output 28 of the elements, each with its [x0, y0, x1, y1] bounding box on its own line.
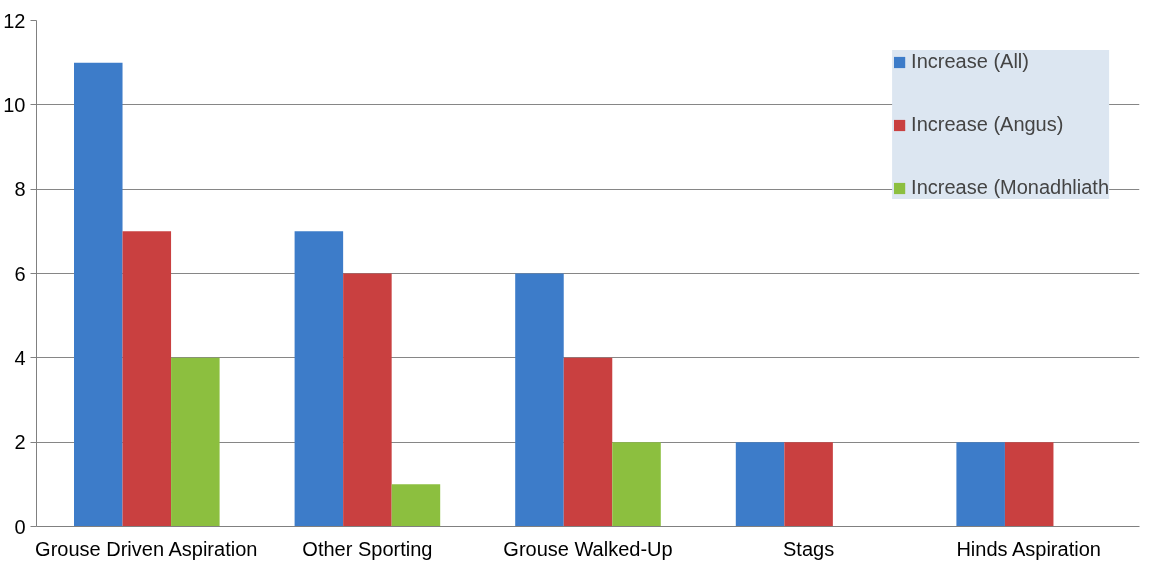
- x-tick-label: Hinds Aspiration: [956, 537, 1101, 560]
- bar: [1004, 442, 1054, 527]
- legend-label: Increase (Monadhliath: [911, 176, 1109, 199]
- x-tick-label: Grouse Driven Aspiration: [35, 537, 258, 560]
- y-tick-label: 8: [14, 178, 26, 201]
- x-tick-label: Stags: [783, 537, 835, 560]
- bar: [784, 442, 833, 527]
- x-tick-label: Other Sporting: [302, 537, 433, 560]
- bar: [74, 62, 123, 527]
- y-tick-label: 2: [14, 431, 26, 454]
- legend-label: Increase (All): [911, 50, 1029, 73]
- bar: [343, 273, 392, 527]
- bar: [515, 273, 564, 527]
- bar: [612, 442, 661, 527]
- bar: [735, 442, 785, 527]
- y-tick-label: 12: [3, 9, 26, 32]
- y-tick-label: 6: [14, 262, 26, 285]
- bar: [956, 442, 1005, 527]
- y-tick-label: 0: [14, 515, 26, 538]
- y-tick-label: 4: [14, 346, 26, 369]
- y-tick-label: 10: [3, 93, 26, 116]
- bar: [294, 231, 344, 527]
- bar: [391, 484, 441, 527]
- bar: [122, 231, 172, 527]
- bar: [563, 357, 613, 527]
- x-tick-label: Grouse Walked-Up: [503, 537, 673, 560]
- bar: [171, 357, 220, 527]
- legend-label: Increase (Angus): [911, 113, 1064, 136]
